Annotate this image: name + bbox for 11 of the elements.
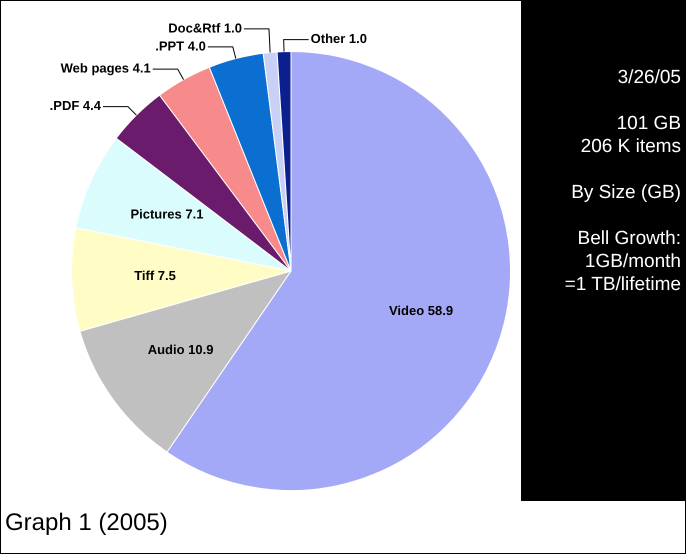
slice-label: .PDF 4.4: [50, 98, 102, 114]
slice-label: .PPT 4.0: [155, 38, 206, 54]
slice-label: Doc&Rtf 1.0: [168, 20, 242, 36]
slice-label: Other 1.0: [310, 31, 368, 46]
slice-label: Tiff 7.5: [134, 268, 176, 283]
caption: Graph 1 (2005): [5, 509, 168, 537]
slice-label: Audio 10.9: [148, 342, 214, 358]
slice-label: Pictures 7.1: [130, 206, 204, 222]
text-panel: 3/26/05 101 GB 206 K items By Size (GB) Bell Growth: 1GB/month =1 TB/lifetime: [521, 1, 685, 501]
slice-label: Video 58.9: [388, 302, 454, 318]
slice-label: Web pages 4.1: [60, 60, 151, 76]
